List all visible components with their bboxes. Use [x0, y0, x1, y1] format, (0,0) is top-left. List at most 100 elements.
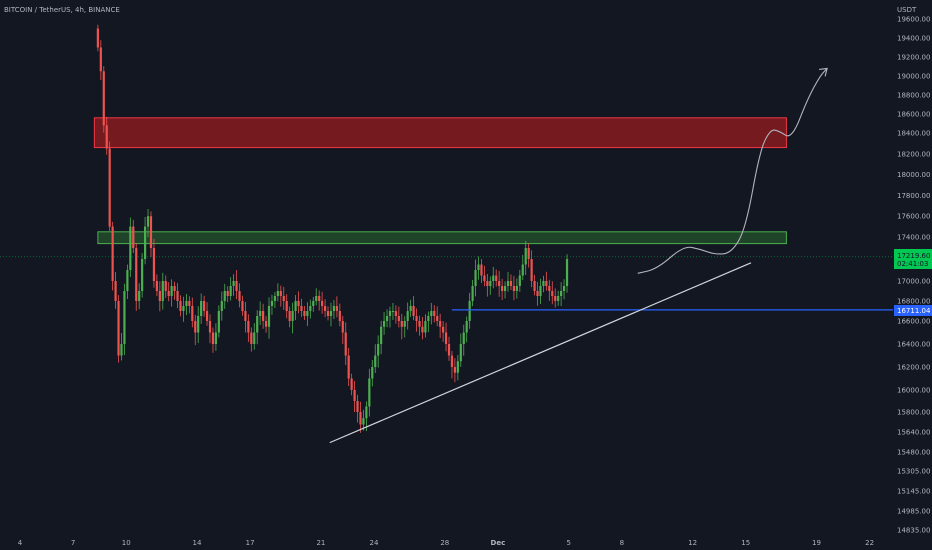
- candle-body: [542, 281, 545, 286]
- x-tick-label: 28: [440, 539, 449, 547]
- candle-body: [129, 226, 132, 270]
- price-axis[interactable]: USDT 19600.00 19400.00 19200.00 19000.00 188…: [897, 6, 930, 535]
- candle-body: [276, 291, 279, 296]
- candle-body: [205, 311, 209, 321]
- candle-body: [220, 301, 223, 311]
- x-tick-label: 12: [688, 539, 697, 547]
- resistance-zone: [93, 117, 787, 149]
- y-tick-label: 15640.00: [897, 429, 930, 437]
- x-tick-label: 19: [812, 539, 821, 547]
- candle-body: [273, 296, 277, 301]
- candle-body: [108, 148, 111, 227]
- candle-body: [111, 226, 114, 281]
- candle-body: [291, 311, 294, 321]
- symbol-label: BITCOIN / TetherUS: [4, 6, 71, 14]
- candle-body: [371, 367, 374, 379]
- y-tick-label: 19200.00: [897, 54, 930, 62]
- candle-body: [229, 286, 232, 296]
- interval-label: 4h: [75, 6, 84, 14]
- candle-body: [173, 286, 176, 291]
- overlays-layer: [0, 67, 893, 444]
- candle-body: [264, 321, 268, 327]
- candle-body: [512, 286, 516, 291]
- candle-body: [462, 332, 465, 344]
- candle-body: [409, 306, 412, 311]
- candle-body: [191, 306, 194, 321]
- candle-body: [412, 306, 415, 316]
- x-tick-label: 5: [566, 539, 570, 547]
- level-price-label: 16711.04: [897, 307, 931, 315]
- candle-body: [486, 281, 489, 286]
- candle-body: [365, 406, 368, 419]
- candle-body: [495, 275, 498, 281]
- candle-body: [226, 291, 229, 296]
- y-tick-label: 15145.00: [897, 488, 930, 496]
- candle-body: [450, 355, 454, 367]
- candle-body: [197, 316, 200, 333]
- y-tick-label: 18000.00: [897, 171, 930, 179]
- y-tick-label: 16200.00: [897, 364, 930, 372]
- candle-body: [182, 306, 185, 311]
- candle-body: [560, 291, 563, 296]
- currency-label: USDT: [897, 6, 917, 14]
- header-separator: ,: [71, 6, 75, 14]
- projection-arrowhead: [819, 67, 828, 77]
- candle-body: [474, 270, 477, 286]
- candle-body: [430, 311, 433, 316]
- candle-body: [185, 301, 188, 306]
- candle-body: [415, 316, 418, 321]
- candle-body: [394, 311, 397, 316]
- candle-body: [480, 264, 483, 276]
- y-tick-label: 19000.00: [897, 73, 930, 81]
- y-tick-label: 15480.00: [897, 449, 930, 457]
- candle-body: [188, 301, 191, 306]
- candle-body: [453, 367, 457, 373]
- candle-body: [548, 286, 551, 291]
- candle-body: [341, 321, 344, 333]
- candle-body: [99, 47, 102, 72]
- candle-body: [152, 248, 156, 281]
- candle-body: [158, 291, 161, 301]
- x-tick-label: 8: [620, 539, 624, 547]
- candle-body: [368, 378, 371, 407]
- candle-body: [250, 332, 253, 344]
- candle-body: [318, 296, 321, 301]
- candle-body: [524, 248, 527, 265]
- candle-body: [211, 332, 215, 344]
- candle-body: [489, 281, 492, 286]
- candle-body: [332, 306, 336, 311]
- candle-body: [312, 301, 315, 306]
- candle-body: [539, 286, 542, 296]
- candle-body: [465, 321, 468, 333]
- candle-body: [214, 332, 218, 344]
- candle-body: [102, 71, 105, 126]
- candle-body: [253, 332, 256, 344]
- candle-body: [329, 311, 333, 316]
- y-tick-label: 16600.00: [897, 318, 930, 326]
- candle-body: [262, 311, 265, 321]
- candle-body: [477, 264, 480, 270]
- exchange-label: BINANCE: [88, 6, 119, 14]
- candle-body: [557, 296, 560, 301]
- candle-body: [359, 412, 362, 425]
- candle-body: [267, 306, 271, 327]
- y-tick-label: 18400.00: [897, 130, 930, 138]
- candle-body: [518, 275, 521, 286]
- candle-body: [279, 291, 282, 296]
- x-tick-label: 24: [370, 539, 379, 547]
- candle-body: [509, 281, 513, 286]
- candle-body: [259, 311, 262, 316]
- time-axis[interactable]: 4 7 10 14 17 21 24 28 Dec 5 8 12 15 19 22: [18, 539, 874, 547]
- candle-body: [208, 321, 212, 333]
- candle-body: [456, 361, 459, 373]
- candle-body: [468, 301, 471, 321]
- candle-body: [565, 259, 569, 286]
- candle-body: [562, 286, 566, 291]
- y-tick-label: 19400.00: [897, 35, 930, 43]
- candle-body: [294, 301, 297, 311]
- candle-body: [164, 281, 167, 291]
- candle-body: [123, 291, 126, 344]
- chart-header: BITCOIN / TetherUS, 4h, BINANCE: [4, 6, 120, 14]
- zones-layer: [93, 117, 787, 245]
